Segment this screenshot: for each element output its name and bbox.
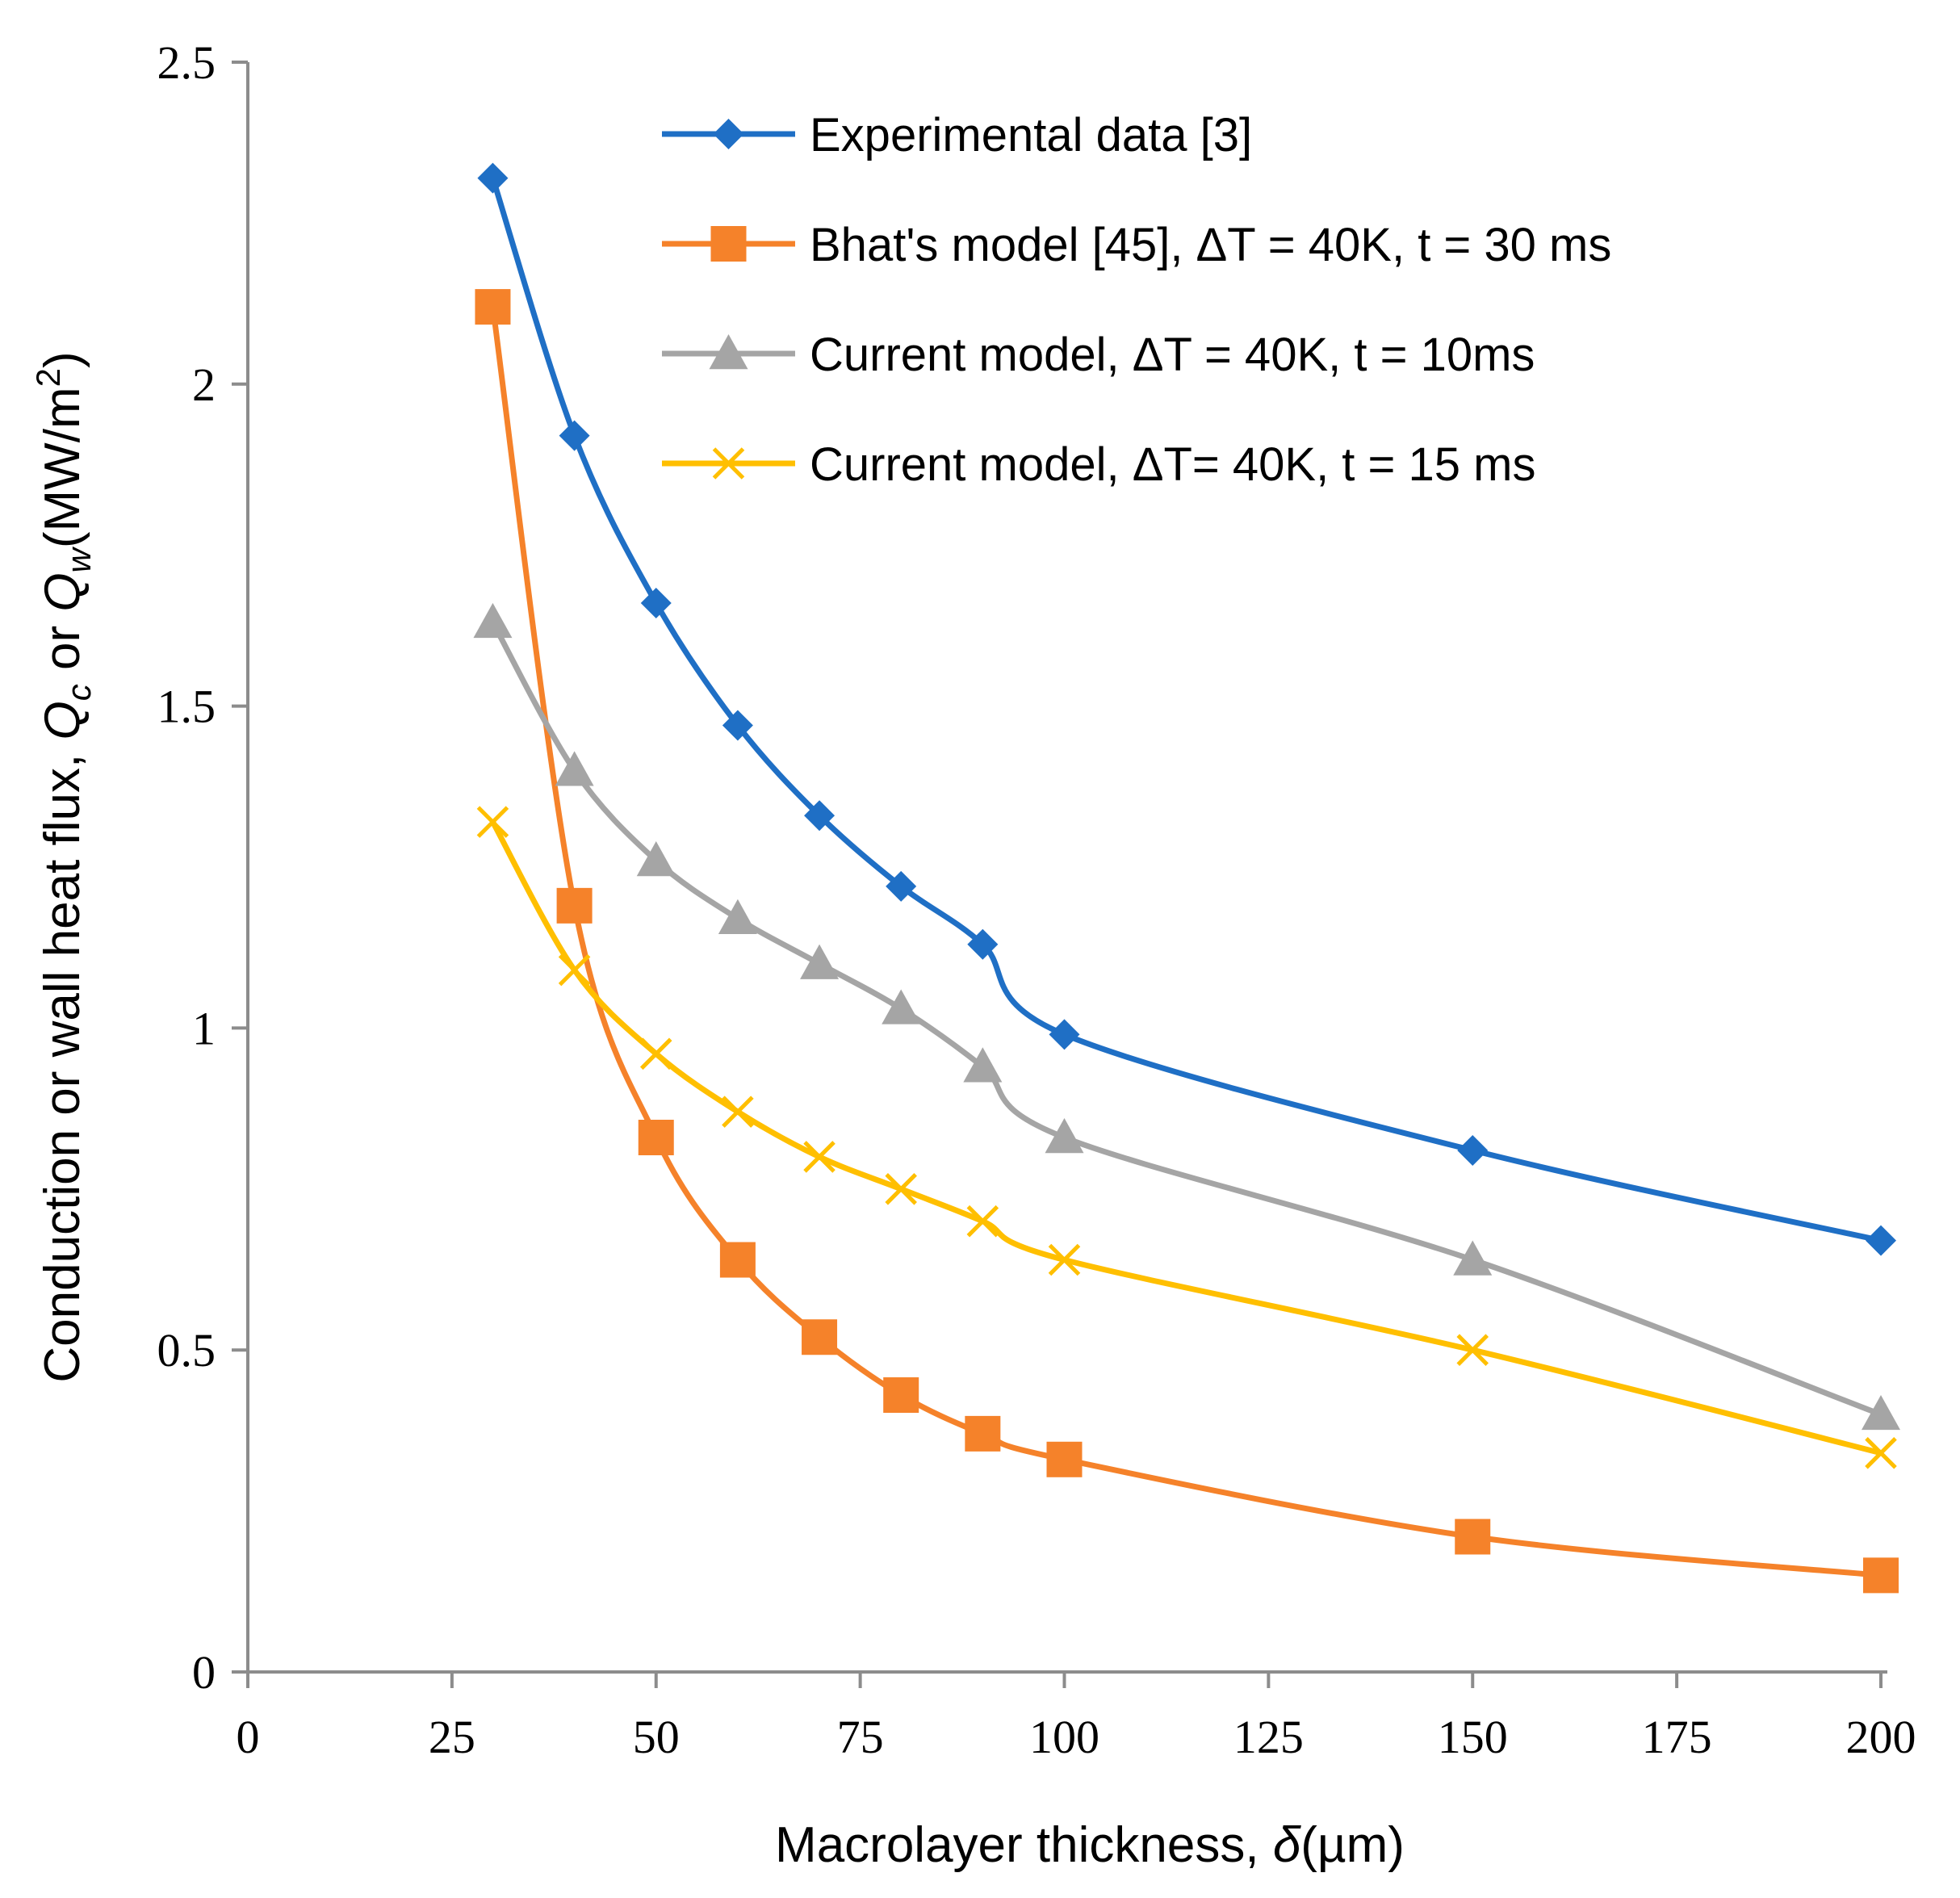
y-axis-title-q1: Q: [35, 701, 90, 740]
y-axis-title-prefix: Conduction or wall heat flux,: [35, 740, 90, 1383]
data-point: [719, 1242, 756, 1278]
data-point: [477, 162, 509, 194]
data-point: [1049, 1019, 1080, 1050]
data-point: [556, 887, 593, 924]
x-tick-label: 100: [1029, 1711, 1099, 1763]
data-point: [965, 1415, 1001, 1452]
data-point: [558, 953, 591, 987]
legend-marker: [713, 119, 744, 149]
data-point: [882, 989, 921, 1024]
data-point: [475, 289, 511, 325]
y-axis-title-unit: (MW/m: [35, 387, 90, 548]
data-point: [1453, 1240, 1493, 1276]
data-point: [636, 841, 676, 877]
series-4: [476, 806, 1897, 1469]
data-point: [967, 928, 999, 960]
axes: [246, 62, 1887, 1674]
data-point: [640, 587, 672, 618]
x-tick-label: 175: [1642, 1711, 1712, 1763]
data-point: [1456, 1334, 1489, 1366]
data-point: [886, 870, 917, 902]
data-point: [473, 602, 513, 639]
legend-entry-4: Current model, ΔT= 40K, t = 15 ms: [662, 438, 1535, 491]
data-point: [1866, 1225, 1896, 1256]
data-point: [803, 1141, 836, 1173]
series-line: [490, 820, 1882, 1456]
data-point: [800, 944, 840, 979]
series-line: [490, 621, 1883, 1418]
data-point: [1457, 1134, 1489, 1166]
series-1: [477, 162, 1896, 1256]
data-point: [1045, 1117, 1084, 1154]
y-axis-title-q2-sub: w: [60, 546, 98, 572]
y-axis-title: Conduction or wall heat flux, Qc or Qw(M…: [29, 351, 98, 1382]
legend-entry-2: Bhat's model [45], ΔT = 40K, t = 30 ms: [662, 219, 1611, 271]
y-tick-label: 2: [192, 358, 216, 411]
data-point: [1865, 1437, 1897, 1469]
data-point: [963, 1047, 1003, 1083]
y-axis-title-mid: or: [35, 612, 90, 685]
data-point: [559, 420, 590, 451]
legend-marker: [709, 334, 748, 370]
series-3: [473, 602, 1900, 1431]
data-point: [1455, 1519, 1491, 1555]
data-point: [722, 1096, 754, 1128]
legend-entry-1: Experimental data [3]: [662, 109, 1252, 161]
x-tick-label: 125: [1233, 1711, 1304, 1763]
y-axis-title-q1-sub: c: [60, 684, 98, 701]
data-point: [476, 806, 509, 838]
x-axis-title-unit: (µm): [1300, 1817, 1405, 1873]
y-ticks: 0 0.5 1 1.5 2 2.5: [157, 36, 248, 1699]
data-point: [1863, 1557, 1899, 1594]
data-point: [883, 1377, 919, 1414]
data-point: [966, 1205, 999, 1238]
x-tick-label: 25: [429, 1711, 475, 1763]
y-axis-title-unit-sup: 2: [29, 368, 67, 387]
y-tick-label: 1.5: [157, 681, 216, 733]
x-tick-label: 0: [237, 1711, 260, 1763]
y-tick-label: 0.5: [157, 1324, 216, 1376]
data-point: [1048, 1243, 1081, 1276]
y-axis-title-q2: Q: [35, 572, 90, 611]
y-axis-title-unit-end: ): [35, 351, 90, 368]
legend-label: Experimental data [3]: [810, 109, 1252, 161]
data-point: [718, 899, 757, 935]
series-line: [490, 306, 1882, 1578]
data-point: [885, 1173, 917, 1205]
y-tick-label: 2.5: [157, 36, 216, 89]
legend-label: Bhat's model [45], ΔT = 40K, t = 30 ms: [810, 219, 1611, 271]
series-layer: [473, 162, 1900, 1594]
y-tick-label: 1: [192, 1002, 216, 1054]
data-point: [722, 710, 753, 741]
x-axis-title-symbol: δ: [1273, 1817, 1301, 1873]
series-2: [475, 289, 1899, 1594]
data-point: [804, 800, 836, 832]
legend-label: Current model, ΔT= 40K, t = 15 ms: [810, 438, 1535, 491]
x-tick-label: 50: [633, 1711, 680, 1763]
x-ticks: 0 25 50 75 100 125 150 175 200: [237, 1672, 1916, 1763]
x-axis-title: Macrolayer thickness, δ(µm): [775, 1817, 1405, 1873]
data-point: [802, 1319, 838, 1355]
x-axis-title-main: Macrolayer thickness,: [775, 1817, 1273, 1873]
legend-marker: [710, 226, 747, 262]
x-tick-label: 150: [1438, 1711, 1508, 1763]
legend: Experimental data [3] Bhat's model [45], …: [662, 109, 1611, 491]
legend-label: Current model, ΔT = 40K, t = 10ms: [810, 329, 1535, 381]
y-tick-label: 0: [192, 1646, 216, 1699]
data-point: [1046, 1441, 1083, 1477]
x-tick-label: 75: [837, 1711, 884, 1763]
legend-entry-3: Current model, ΔT = 40K, t = 10ms: [662, 329, 1535, 381]
x-tick-label: 200: [1846, 1711, 1916, 1763]
data-point: [638, 1119, 674, 1155]
legend-marker: [712, 447, 745, 480]
data-point: [639, 1037, 672, 1071]
data-point: [1862, 1394, 1900, 1431]
data-point: [555, 751, 594, 786]
